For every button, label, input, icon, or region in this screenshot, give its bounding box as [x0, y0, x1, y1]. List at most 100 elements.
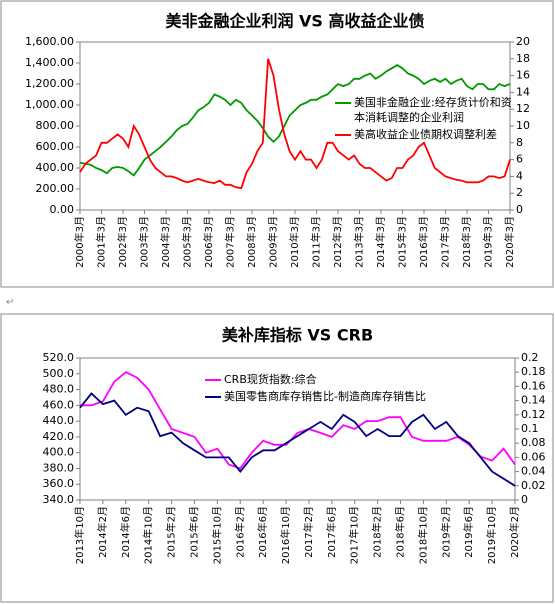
x-tick-label: 2017年6月: [325, 506, 338, 558]
y-tick-label: 1,400.00: [25, 56, 74, 69]
y2-tick-label: 0.18: [521, 365, 546, 378]
y-tick-label: 400.00: [36, 161, 75, 174]
x-tick-label: 2000年3月: [73, 216, 86, 268]
x-tick-label: 2006年3月: [202, 216, 215, 268]
y2-tick-label: 6: [516, 153, 523, 166]
x-tick-label: 2016年3月: [417, 216, 430, 268]
y-tick-label: 360.0: [43, 477, 75, 490]
x-tick-label: 2009年3月: [267, 216, 280, 268]
x-tick-label: 2013年10月: [73, 506, 86, 564]
x-tick-label: 2007年3月: [224, 216, 237, 268]
y2-tick-label: 0: [521, 493, 528, 506]
x-tick-label: 2002年3月: [116, 216, 129, 268]
x-tick-label: 2018年10月: [416, 506, 429, 564]
legend-item: 美国零售商库存销售比-制造商库存销售比: [224, 390, 426, 403]
y-tick-label: 1,000.00: [25, 98, 74, 111]
y2-tick-label: 0.1: [521, 422, 539, 435]
x-tick-label: 2017年10月: [348, 506, 361, 564]
x-tick-label: 2020年2月: [508, 506, 521, 558]
y2-tick-label: 18: [516, 52, 530, 65]
legend-label: CRB现货指数:综合: [224, 373, 317, 386]
x-tick-label: 2013年3月: [353, 216, 366, 268]
y-tick-label: 0.00: [50, 203, 75, 216]
y-tick-label: 600.00: [36, 140, 75, 153]
y2-tick-label: 10: [516, 119, 530, 132]
x-tick-label: 2018年6月: [394, 506, 407, 558]
x-tick-label: 2003年3月: [138, 216, 151, 268]
y-tick-label: 340.0: [43, 493, 75, 506]
y-tick-label: 200.00: [36, 182, 75, 195]
x-tick-label: 2015年2月: [165, 506, 178, 558]
y2-tick-label: 16: [516, 69, 530, 82]
y2-tick-label: 4: [516, 169, 523, 182]
y2-tick-label: 0.12: [521, 408, 546, 421]
y-tick-label: 460.0: [43, 398, 75, 411]
legend-label: 美高收益企业债期权调整利差: [354, 128, 497, 141]
legend-label: 美国零售商库存销售比-制造商库存销售比: [224, 390, 426, 403]
x-tick-label: 2004年3月: [159, 216, 172, 268]
y-tick-label: 1,600.00: [25, 35, 74, 48]
x-tick-label: 2014年6月: [119, 506, 132, 558]
y-tick-label: 1,200.00: [25, 77, 74, 90]
y2-tick-label: 0.14: [521, 394, 546, 407]
x-tick-label: 2016年6月: [256, 506, 269, 558]
y2-tick-label: 20: [516, 35, 530, 48]
y2-tick-label: 0.02: [521, 479, 546, 492]
chart-frame: [0, 0, 554, 288]
legend-label: 美国非金融企业:经存货计价和资本消耗调整的企业利润: [354, 96, 512, 124]
series-line: [79, 58, 511, 190]
y-tick-label: 380.0: [43, 461, 75, 474]
x-tick-label: 2005年3月: [181, 216, 194, 268]
chart-title: 美补库指标 VS CRB: [222, 326, 373, 345]
y-tick-label: 440.0: [43, 414, 75, 427]
x-tick-label: 2019年10月: [485, 506, 498, 564]
y-tick-label: 480.0: [43, 383, 75, 396]
series-line: [79, 392, 516, 487]
x-tick-label: 2011年3月: [310, 216, 323, 268]
legend-item: CRB现货指数:综合: [224, 373, 317, 386]
x-tick-label: 2001年3月: [95, 216, 108, 268]
x-tick-label: 2015年3月: [396, 216, 409, 268]
x-tick-label: 2012年3月: [331, 216, 344, 268]
x-tick-label: 2019年3月: [482, 216, 495, 268]
y2-tick-label: 8: [516, 136, 523, 149]
y2-tick-label: 0.06: [521, 450, 546, 463]
x-tick-label: 2014年3月: [374, 216, 387, 268]
y2-tick-label: 0: [516, 203, 523, 216]
x-tick-label: 2014年10月: [142, 506, 155, 564]
y2-tick-label: 0.16: [521, 379, 546, 392]
x-tick-label: 2017年2月: [302, 506, 315, 558]
x-tick-label: 2020年3月: [503, 216, 516, 268]
y-tick-label: 520.0: [43, 351, 75, 364]
y-tick-label: 500.0: [43, 367, 75, 380]
paragraph-mark: ↵: [6, 297, 14, 308]
x-tick-label: 2018年3月: [460, 216, 473, 268]
x-tick-label: 2019年2月: [439, 506, 452, 558]
y2-tick-label: 12: [516, 102, 530, 115]
x-tick-label: 2016年10月: [279, 506, 292, 564]
x-tick-label: 2008年3月: [245, 216, 258, 268]
series-line: [80, 371, 516, 470]
y-tick-label: 400.0: [43, 446, 75, 459]
x-tick-label: 2019年6月: [462, 506, 475, 558]
series-line: [79, 64, 511, 177]
y2-tick-label: 2: [516, 186, 523, 199]
y2-tick-label: 0.2: [521, 351, 539, 364]
x-tick-label: 2017年3月: [439, 216, 452, 268]
y2-tick-label: 14: [516, 85, 530, 98]
y2-tick-label: 0.04: [521, 465, 546, 478]
legend-item: 美高收益企业债期权调整利差: [354, 128, 497, 141]
x-tick-label: 2015年10月: [210, 506, 223, 564]
y-tick-label: 800.00: [36, 119, 75, 132]
y2-tick-label: 0.08: [521, 436, 546, 449]
x-tick-label: 2018年2月: [371, 506, 384, 558]
x-tick-label: 2010年3月: [288, 216, 301, 268]
chart-title: 美非金融企业利润 VS 高收益企业债: [165, 12, 424, 31]
chart-frame: [0, 313, 554, 603]
legend-item: 美国非金融企业:经存货计价和资本消耗调整的企业利润: [354, 96, 512, 124]
x-tick-label: 2015年6月: [187, 506, 200, 558]
x-tick-label: 2014年2月: [96, 506, 109, 558]
y-tick-label: 420.0: [43, 430, 75, 443]
x-tick-label: 2016年2月: [233, 506, 246, 558]
